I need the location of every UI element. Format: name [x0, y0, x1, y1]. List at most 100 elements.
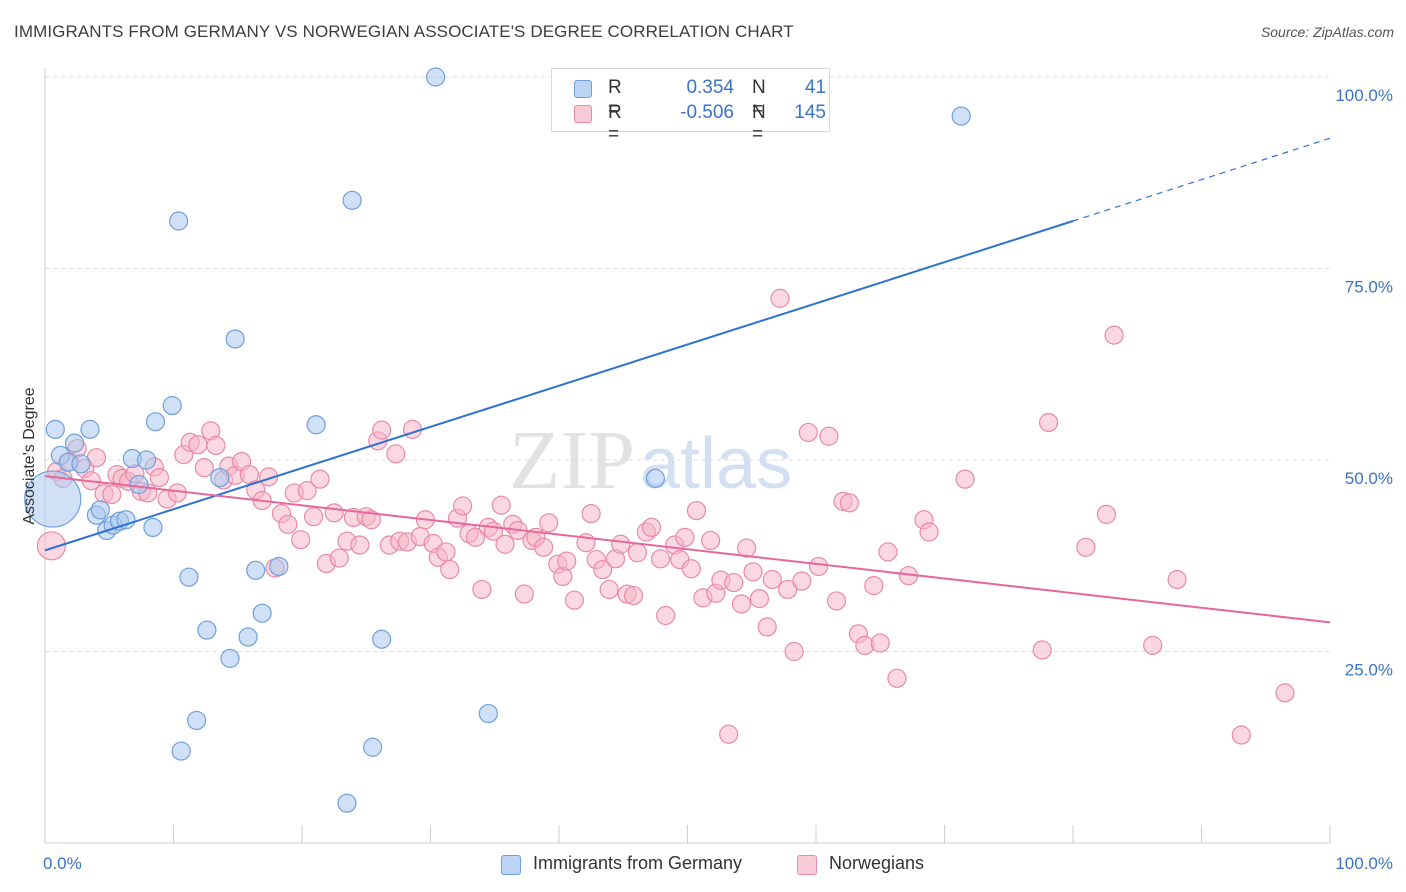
norwegians-point	[1096, 504, 1117, 524]
norwegians-point	[686, 500, 707, 521]
source-label: Source: ZipAtlas.com	[1260, 24, 1394, 40]
norwegians-point	[724, 572, 744, 593]
germany-point	[252, 603, 272, 623]
norwegians-point	[737, 538, 757, 558]
norwegians-point	[770, 288, 790, 308]
norwegians-point	[329, 548, 349, 568]
germany-point	[363, 737, 383, 757]
n-label: N =	[752, 102, 766, 145]
y-tick-label: 100.0%	[1335, 86, 1393, 105]
germany-point	[24, 470, 82, 528]
germany-point	[246, 560, 266, 580]
norwegians-point	[564, 590, 585, 610]
norwegians-point	[278, 514, 298, 534]
norwegians-point	[194, 458, 214, 478]
r-label: R =	[608, 102, 622, 145]
norwegians-point	[372, 420, 392, 440]
ticks	[44, 825, 1331, 843]
norwegians-swatch	[574, 105, 592, 123]
germany-point	[143, 517, 163, 538]
n-label: N =	[752, 77, 766, 120]
norwegians-point	[778, 579, 798, 600]
norwegians-point	[826, 591, 847, 611]
germany-point	[426, 67, 446, 87]
norwegians-point	[599, 579, 619, 600]
watermark-atlas: atlas	[640, 424, 792, 504]
norwegians-point	[149, 468, 169, 488]
norwegians-point	[757, 617, 777, 637]
germany-point	[210, 468, 230, 488]
norwegians-point	[557, 551, 577, 571]
norwegians-point	[581, 504, 601, 524]
norwegians-point	[743, 562, 763, 582]
norwegians-point	[784, 641, 804, 662]
norwegians-point	[188, 435, 208, 455]
norwegians-point	[297, 481, 317, 501]
norwegians-point	[656, 605, 676, 626]
norwegians-legend-swatch	[797, 855, 817, 875]
germany-point	[342, 190, 362, 210]
germany-point	[179, 567, 199, 587]
norwegians-point	[1167, 569, 1187, 590]
germany-point	[162, 396, 182, 416]
norwegians-point	[495, 534, 515, 554]
norwegians-point	[472, 579, 492, 600]
r-label: R =	[608, 77, 622, 120]
norwegians-point	[955, 469, 975, 489]
norwegians-point	[762, 569, 782, 590]
watermark: ZIP atlas	[509, 414, 792, 507]
germany-trend-extension	[1072, 137, 1331, 222]
germany-point	[238, 627, 258, 647]
y-axis-label: Associate's Degree	[21, 387, 38, 524]
germany-point	[45, 419, 65, 439]
norwegians-point	[1038, 412, 1059, 433]
germany-legend-swatch	[501, 855, 521, 875]
series-legend: Immigrants from Germany Norwegians	[0, 852, 1406, 878]
norwegians-point	[36, 531, 67, 561]
germany-legend-label: Immigrants from Germany	[533, 853, 743, 873]
norwegians-point	[310, 469, 330, 489]
axis-labels: 25.0% 50.0% 75.0% 100.0% 0.0% 100.0% Associate…	[21, 86, 1393, 873]
germany-point	[129, 474, 149, 495]
norwegians-point	[798, 422, 818, 443]
germany-point	[116, 510, 136, 530]
norwegians-point	[731, 594, 752, 614]
norwegians-point	[291, 530, 311, 550]
norwegians-point	[749, 589, 770, 609]
norwegians-point	[102, 484, 122, 505]
norwegians-trend-line	[44, 475, 1331, 624]
germany-point	[169, 211, 189, 231]
norwegians-point	[440, 559, 460, 580]
norwegians-point	[681, 559, 701, 579]
norwegians-point	[701, 530, 721, 551]
germany-point	[64, 433, 85, 453]
norwegians-point	[491, 495, 511, 515]
norwegians-point	[533, 537, 554, 557]
norwegians-point	[1275, 683, 1295, 703]
norwegians-point	[206, 435, 226, 456]
norwegians-point	[623, 585, 644, 606]
norwegians-point	[611, 534, 631, 554]
germany-point	[478, 703, 498, 724]
germany-point	[306, 415, 326, 435]
norwegians-point	[1143, 635, 1163, 655]
norwegians-point	[919, 522, 939, 542]
chart-title: IMMIGRANTS FROM GERMANY VS NORWEGIAN ASS…	[14, 22, 794, 41]
norwegians-point	[539, 513, 559, 533]
germany-point	[951, 106, 971, 126]
germany-point	[187, 710, 207, 731]
n-value: 41	[804, 77, 826, 98]
germany-point	[145, 412, 166, 432]
germany-point	[71, 454, 91, 474]
r-value: -0.506	[680, 102, 734, 123]
germany-point	[80, 419, 100, 439]
norwegians-point	[453, 496, 473, 516]
y-tick-label: 75.0%	[1345, 278, 1393, 297]
norwegians-point	[839, 493, 860, 513]
norwegians-point	[819, 426, 839, 446]
norwegians-point	[324, 503, 344, 523]
norwegians-point	[514, 584, 534, 604]
germany-point	[220, 648, 240, 668]
germany-point	[136, 450, 157, 470]
